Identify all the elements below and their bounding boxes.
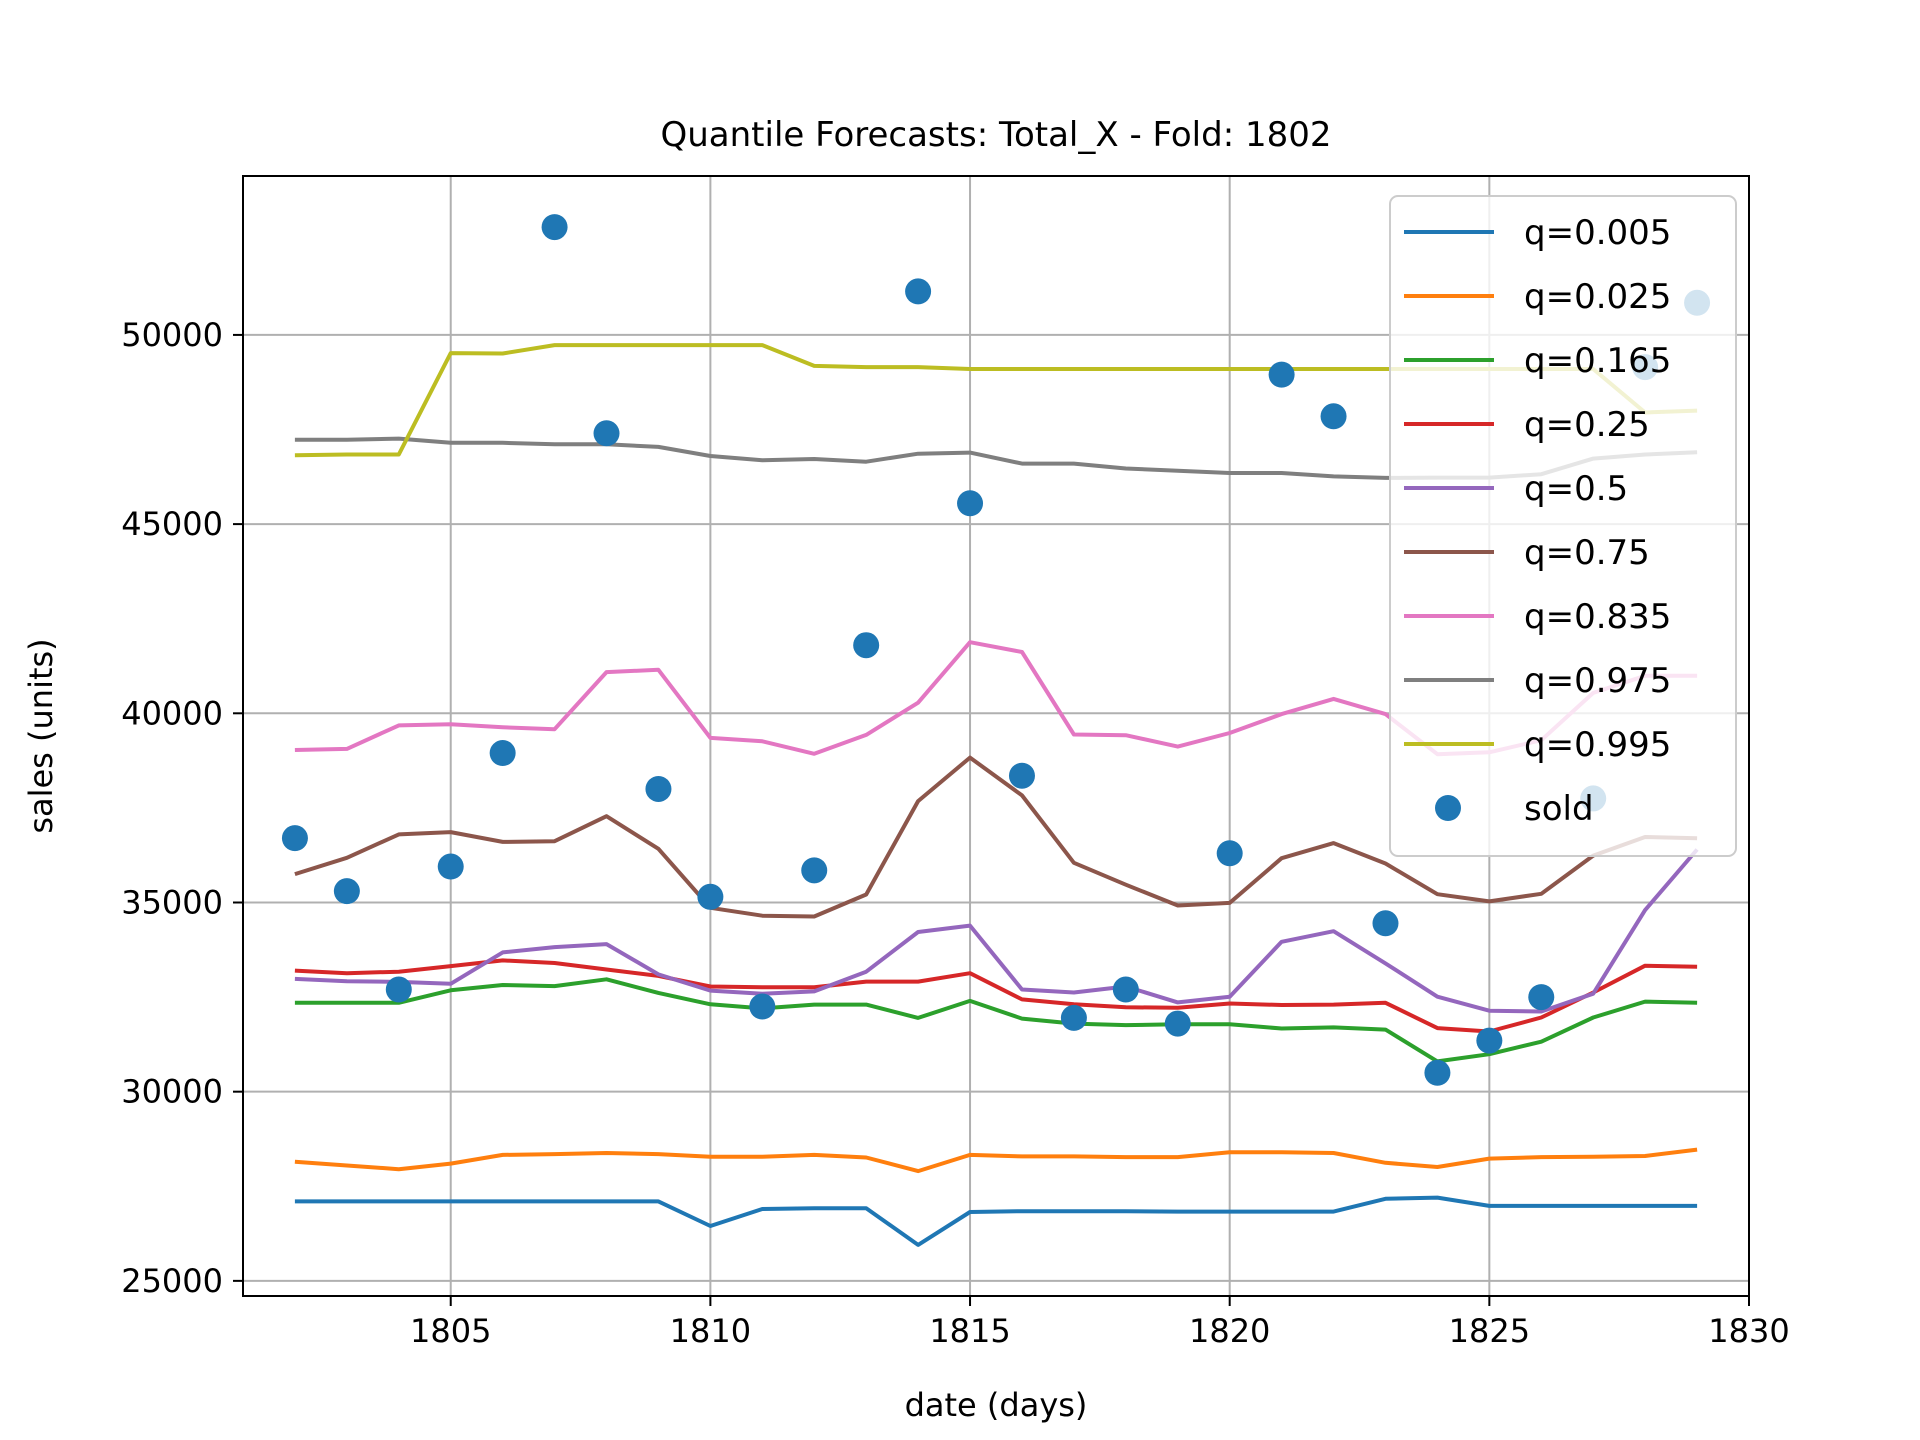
legend-label-q-0-5: q=0.5 bbox=[1524, 469, 1628, 509]
sold-point bbox=[593, 420, 620, 447]
sold-point bbox=[333, 878, 360, 905]
y-axis-label: sales (units) bbox=[22, 638, 60, 833]
sold-point bbox=[957, 490, 984, 517]
legend-marker-sold bbox=[1435, 795, 1461, 821]
sold-point bbox=[853, 632, 880, 659]
sold-point bbox=[1112, 976, 1139, 1003]
legend-label-q-0-25: q=0.25 bbox=[1524, 405, 1650, 445]
y-tick-label: 40000 bbox=[121, 694, 223, 732]
sold-point bbox=[541, 214, 568, 241]
sold-point bbox=[1476, 1027, 1503, 1054]
sold-point bbox=[1424, 1059, 1451, 1086]
series-line-q-0-025 bbox=[294, 1147, 1698, 1174]
sold-point bbox=[645, 775, 672, 802]
y-tick-label: 30000 bbox=[121, 1073, 223, 1111]
y-axis: 25000 30000 35000 40000 45000 50000 bbox=[121, 316, 243, 1300]
x-tick-label: 1830 bbox=[1708, 1312, 1789, 1350]
y-tick-label: 35000 bbox=[121, 883, 223, 921]
legend-label-q-0-005: q=0.005 bbox=[1524, 213, 1671, 253]
series-line-q-0-25 bbox=[294, 958, 1698, 1034]
sold-point bbox=[1060, 1004, 1087, 1031]
y-tick-label: 50000 bbox=[121, 316, 223, 354]
sold-point bbox=[1216, 840, 1243, 867]
x-tick-label: 1825 bbox=[1449, 1312, 1530, 1350]
series-line-q-0-005 bbox=[294, 1195, 1698, 1247]
x-axis-label: date (days) bbox=[905, 1386, 1088, 1424]
sold-point bbox=[749, 993, 776, 1020]
legend: q=0.005 q=0.025 q=0.165 q=0.25 q=0.5 q=0.75 q=… bbox=[1389, 195, 1737, 857]
x-tick-label: 1805 bbox=[410, 1312, 491, 1350]
legend-label-q-0-975: q=0.975 bbox=[1524, 661, 1671, 701]
sold-point bbox=[905, 278, 932, 305]
sold-point bbox=[1320, 403, 1347, 430]
sold-point bbox=[489, 740, 516, 767]
sold-point bbox=[1528, 984, 1555, 1011]
legend-label-q-0-75: q=0.75 bbox=[1524, 533, 1650, 573]
legend-label-q-0-165: q=0.165 bbox=[1524, 341, 1671, 381]
sold-point bbox=[385, 976, 412, 1003]
y-tick-label: 25000 bbox=[121, 1262, 223, 1300]
sold-point bbox=[437, 853, 464, 880]
y-tick-label: 45000 bbox=[121, 505, 223, 543]
x-tick-label: 1810 bbox=[670, 1312, 751, 1350]
sold-point bbox=[697, 883, 724, 910]
sold-point bbox=[281, 825, 308, 852]
plot-frame bbox=[242, 175, 1750, 1297]
series-line-q-0-5 bbox=[294, 848, 1699, 1014]
sold-point bbox=[1372, 910, 1399, 937]
legend-label-q-0-025: q=0.025 bbox=[1524, 277, 1671, 317]
sold-point bbox=[801, 857, 828, 884]
series-line-q-0-75 bbox=[294, 755, 1698, 919]
legend-label-sold: sold bbox=[1524, 789, 1594, 829]
legend-label-q-0-995: q=0.995 bbox=[1524, 725, 1671, 765]
x-tick-label: 1820 bbox=[1189, 1312, 1270, 1350]
x-axis: 1805 1810 1815 1820 1825 1830 bbox=[410, 1296, 1790, 1350]
series-line-q-0-165 bbox=[294, 977, 1698, 1064]
sold-point bbox=[1008, 762, 1035, 789]
sold-point bbox=[1164, 1010, 1191, 1037]
x-tick-label: 1815 bbox=[929, 1312, 1010, 1350]
chart-title: Quantile Forecasts: Total_X - Fold: 1802 bbox=[660, 115, 1331, 155]
sold-point bbox=[1268, 361, 1295, 388]
legend-label-q-0-835: q=0.835 bbox=[1524, 597, 1671, 637]
